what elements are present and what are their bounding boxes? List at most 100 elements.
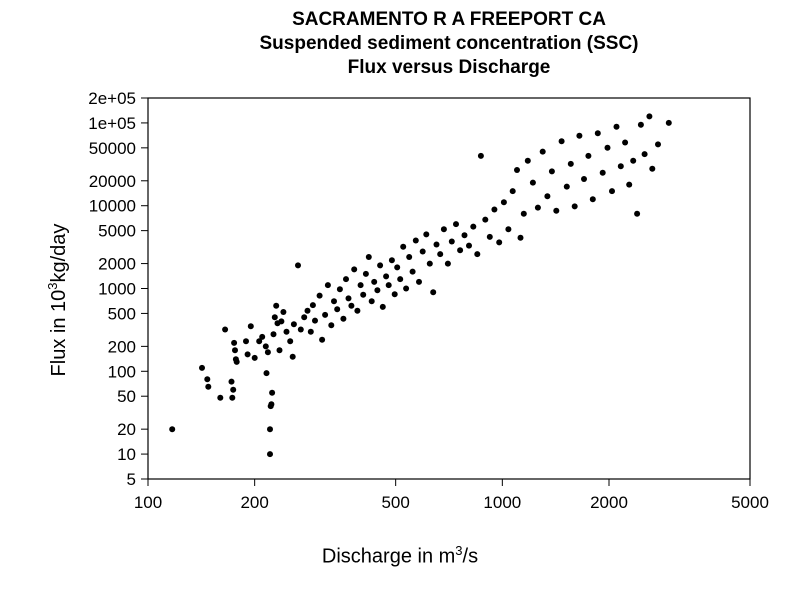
data-point (304, 307, 311, 314)
y-tick-label: 200 (108, 337, 136, 356)
data-point (264, 349, 271, 356)
data-point (354, 307, 361, 314)
y-axis: 5 10 20 50 100 200 500 1000 2000 5000 10000 20000 50… (88, 89, 148, 489)
y-tick-label: 500 (108, 304, 136, 323)
data-point (444, 260, 451, 267)
data-point (377, 262, 384, 269)
data-point (630, 157, 637, 164)
data-point (280, 309, 287, 315)
data-point (365, 254, 372, 260)
y-tick-label: 100 (108, 362, 136, 381)
y-tick-label: 2000 (98, 255, 136, 274)
data-point (297, 326, 304, 333)
data-point (388, 257, 395, 264)
data-point (374, 287, 381, 294)
data-point (440, 226, 447, 233)
data-point (665, 119, 672, 126)
data-point (594, 130, 601, 137)
y-tick-label: 50 (117, 387, 136, 406)
x-axis: 100 200 500 1000 2000 5000 (134, 479, 769, 512)
data-point (229, 394, 236, 401)
data-point (267, 451, 273, 458)
data-point (641, 151, 648, 158)
data-point (426, 260, 433, 267)
data-point (397, 276, 404, 283)
data-point (604, 144, 611, 151)
data-point (263, 370, 270, 377)
data-point (319, 336, 326, 343)
data-point (278, 318, 285, 325)
data-point (340, 315, 347, 322)
data-point (406, 254, 413, 260)
data-point (626, 181, 633, 188)
data-point (548, 168, 555, 175)
data-point (433, 241, 440, 248)
data-point (558, 138, 565, 145)
data-point (247, 323, 254, 330)
data-point (412, 237, 419, 244)
data-point (486, 233, 493, 240)
data-point (287, 338, 294, 345)
data-point (576, 132, 583, 139)
data-point (290, 321, 297, 328)
data-point (634, 210, 641, 217)
y-axis-label: Flux in 103kg/day (45, 223, 70, 377)
data-point (331, 298, 337, 305)
plot-frame (147, 97, 751, 480)
data-point (563, 183, 570, 190)
data-point (567, 160, 574, 167)
data-point (385, 282, 392, 289)
y-tick-label: 5000 (98, 222, 136, 241)
x-tick-label: 5000 (731, 493, 769, 512)
data-point (477, 152, 484, 159)
data-point (383, 273, 390, 280)
data-point (345, 295, 352, 302)
data-point (520, 210, 527, 217)
data-point (470, 223, 477, 230)
data-point (244, 351, 251, 358)
y-tick-label: 1e+05 (88, 114, 136, 133)
chart-subtitle: Suspended sediment concentration (SSC) (259, 33, 639, 54)
data-point (268, 401, 275, 408)
data-point (474, 251, 481, 258)
data-point (336, 286, 343, 293)
data-point (269, 389, 276, 396)
y-tick-label: 2e+05 (88, 89, 136, 108)
data-point (228, 378, 235, 385)
data-point (360, 291, 367, 298)
chart-title: SACRAMENTO R A FREEPORT CA (292, 9, 606, 30)
data-point (403, 285, 410, 292)
data-point (271, 314, 278, 321)
data-point (283, 328, 290, 335)
data-point (204, 376, 211, 383)
data-point (324, 282, 331, 289)
x-tick-label: 500 (381, 493, 409, 512)
data-point (539, 148, 546, 155)
data-point (544, 193, 551, 200)
data-point (617, 163, 624, 170)
data-point (270, 331, 277, 338)
data-point (251, 354, 258, 361)
data-point (230, 386, 237, 393)
data-point (394, 264, 401, 271)
data-point (368, 298, 375, 305)
data-point (457, 247, 464, 254)
x-tick-label: 100 (134, 493, 162, 512)
data-point (514, 167, 520, 173)
data-point (334, 306, 341, 313)
data-point (267, 426, 273, 433)
data-point (357, 282, 364, 289)
data-point (496, 239, 503, 246)
data-point (581, 176, 587, 182)
chart-title-block: SACRAMENTO R A FREEPORT CA Suspended sed… (148, 8, 750, 80)
data-point (517, 234, 524, 241)
data-point (328, 322, 335, 329)
data-point (217, 394, 224, 401)
data-point (256, 338, 263, 345)
y-tick-label: 10 (117, 445, 136, 464)
data-point (348, 302, 355, 309)
data-point (301, 314, 308, 321)
data-point (419, 248, 426, 255)
chart-subtitle-2: Flux versus Discharge (347, 57, 551, 78)
